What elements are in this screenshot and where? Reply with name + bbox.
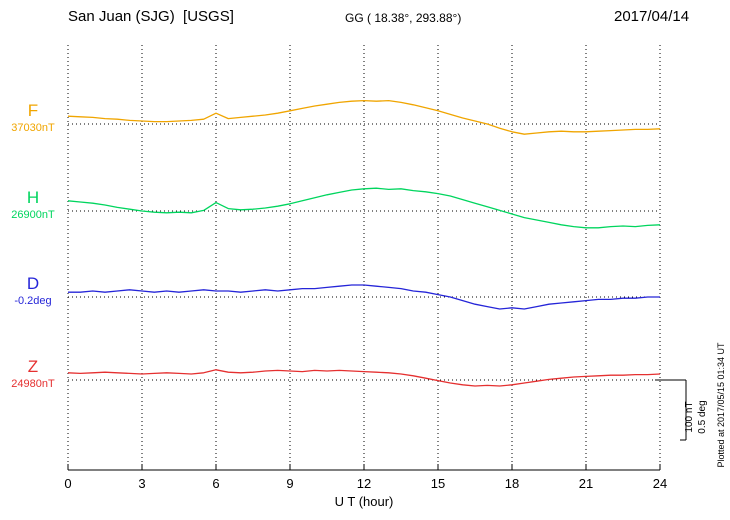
x-tick-label: 6: [212, 476, 220, 491]
trace-letter-H: H: [26, 188, 40, 207]
trace-letter-F: F: [27, 101, 39, 120]
trace-H: [67, 187, 661, 229]
trace-baseline-value-F: 37030nT: [11, 122, 55, 134]
scalebar-label: 100 nT 0.5 deg: [683, 387, 709, 447]
x-tick-label: 9: [286, 476, 294, 491]
x-tick-label: 15: [430, 476, 446, 491]
plotted-timestamp-note: Plotted at 2017/05/15 01:34 UT: [716, 342, 726, 468]
trace-baseline-value-Z: 24980nT: [11, 378, 55, 390]
x-tick-label: 24: [652, 476, 668, 491]
trace-baseline-value-H: 26900nT: [11, 209, 55, 221]
x-tick-label: 0: [64, 476, 72, 491]
x-tick-label: 18: [504, 476, 520, 491]
trace-F: [67, 99, 661, 135]
trace-letter-D: D: [26, 274, 40, 293]
trace-label-H: H 26900nT: [2, 189, 64, 221]
trace-baseline-value-D: -0.2deg: [14, 295, 52, 307]
x-tick-label: 3: [138, 476, 146, 491]
station-title: San Juan (SJG) [USGS]: [68, 8, 234, 25]
geo-coordinates: GG ( 18.38°, 293.88°): [345, 11, 462, 25]
trace-label-F: F 37030nT: [2, 102, 64, 134]
x-axis-label: U T (hour): [334, 494, 394, 509]
plot-date: 2017/04/14: [614, 8, 690, 25]
trace-label-Z: Z 24980nT: [2, 358, 64, 390]
scalebar-nt-label: 100 nT: [684, 401, 695, 433]
scalebar-deg-label: 0.5 deg: [697, 400, 708, 434]
trace-D: [68, 284, 660, 310]
x-tick-label: 21: [578, 476, 594, 491]
trace-Z: [67, 369, 661, 387]
x-tick-label: 12: [356, 476, 372, 491]
trace-label-D: D -0.2deg: [2, 275, 64, 307]
trace-letter-Z: Z: [27, 357, 39, 376]
